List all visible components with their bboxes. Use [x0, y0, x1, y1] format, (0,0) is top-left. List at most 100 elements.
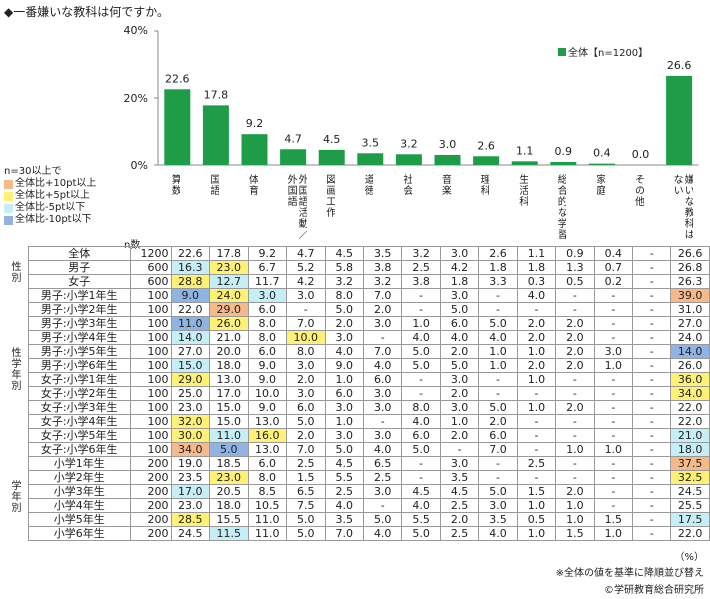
value-cell: 1.0 [516, 372, 557, 387]
bar [202, 105, 229, 165]
value-cell: 2.0 [439, 344, 480, 359]
value-cell: 13.0 [209, 372, 249, 387]
value-cell: 23.0 [170, 400, 211, 415]
value-cell: 7.0 [362, 344, 403, 359]
value-cell: - [401, 288, 441, 303]
legend-label: 全体比-10pt以下 [15, 214, 92, 225]
value-cell: 23.5 [170, 470, 211, 485]
row-label: 男子:小学1年生 [27, 288, 131, 303]
value-cell: 17.5 [670, 512, 710, 527]
value-cell: 37.5 [670, 456, 710, 471]
value-cell: - [632, 456, 672, 471]
value-cell: - [632, 414, 672, 429]
column-header: 嫌いな教科はない [671, 174, 694, 240]
value-cell: 27.0 [670, 316, 710, 331]
group-label: 学年別 [9, 480, 20, 514]
value-cell: 8.0 [247, 316, 288, 331]
column-header: 生活科 [516, 174, 528, 207]
value-cell: 4.2 [439, 260, 480, 275]
row-label: 女子:小学4年生 [27, 414, 131, 429]
value-cell: 6.0 [247, 344, 288, 359]
value-cell: - [632, 526, 672, 541]
value-cell: 3.0 [478, 498, 518, 513]
y-tick-0: 0% [130, 159, 148, 172]
value-cell: 1.8 [516, 260, 557, 275]
value-cell: 34.0 [670, 386, 710, 401]
group-cell [2, 331, 28, 345]
bar [241, 134, 268, 165]
column-header: 社会 [400, 174, 412, 196]
bar [434, 154, 461, 165]
table-row: 全体 1200 22.6 17.8 9.2 4.7 4.5 3.5 3.2 3.0 2.6 1.1 0.… [2, 246, 710, 261]
value-cell: 7.0 [362, 288, 403, 303]
value-cell: 15.5 [209, 512, 249, 527]
value-cell: 1.5 [555, 526, 595, 541]
value-cell: 4.0 [324, 344, 364, 359]
value-cell: 12.7 [209, 274, 249, 289]
value-cell: 4.5 [401, 484, 441, 499]
value-cell: - [593, 414, 634, 429]
value-cell: 21.0 [670, 428, 710, 443]
value-cell: 1.8 [439, 274, 480, 289]
group-label: 性学年別 [9, 346, 20, 391]
value-cell: 4.0 [478, 526, 518, 541]
legend-note: n=30以上で [4, 166, 62, 177]
value-cell: 4.0 [439, 330, 480, 345]
value-cell: - [555, 302, 595, 317]
value-cell: 1.3 [555, 260, 595, 275]
column-header: その他 [632, 174, 644, 207]
value-cell: 5.0 [286, 414, 326, 429]
value-cell: - [593, 456, 634, 471]
value-cell: 5.5 [324, 470, 364, 485]
y-tick-20: 20% [123, 92, 148, 105]
value-cell: - [401, 302, 441, 317]
value-cell: - [632, 274, 672, 289]
value-cell: 6.5 [286, 484, 326, 499]
value-cell: 5.0 [478, 316, 518, 331]
n-cell: 600 [129, 274, 172, 289]
n-cell: 100 [129, 316, 172, 331]
row-label: 男子:小学6年生 [27, 358, 131, 373]
value-cell: 24.0 [209, 288, 249, 303]
row-label: 小学3年生 [27, 484, 131, 499]
value-cell: 3.0 [439, 400, 480, 415]
value-cell: 24.0 [670, 330, 710, 345]
value-cell: 2.0 [555, 344, 595, 359]
value-cell: 1.0 [555, 512, 595, 527]
column-header: 国語 [207, 174, 219, 196]
row-label: 女子:小学2年生 [27, 386, 131, 401]
n-cell: 100 [129, 344, 172, 359]
value-cell: 6.0 [478, 428, 518, 443]
value-cell: 5.0 [401, 442, 441, 457]
value-cell: 3.0 [286, 358, 326, 373]
value-cell: 18.0 [209, 358, 249, 373]
group-cell [2, 317, 28, 331]
value-cell: 6.0 [362, 372, 403, 387]
value-cell: 6.0 [247, 456, 288, 471]
value-cell: 2.0 [555, 330, 595, 345]
value-cell: 6.0 [439, 316, 480, 331]
value-cell: 3.0 [247, 288, 288, 303]
table-row: 女子:小学4年生 100 32.0 15.0 13.0 5.0 1.0-4.0 1.0 2.0-… [2, 414, 710, 429]
value-cell: - [478, 372, 518, 387]
value-cell: - [555, 288, 595, 303]
value-cell: 17.0 [170, 484, 211, 499]
value-cell: 10.5 [247, 498, 288, 513]
value-cell: 9.0 [170, 288, 211, 303]
value-cell: - [516, 414, 557, 429]
value-cell: 20.5 [209, 484, 249, 499]
page-title: ◆一番嫌いな教科は何ですか。 [4, 5, 169, 19]
value-cell: 8.0 [247, 470, 288, 485]
column-header: 理科 [478, 174, 490, 196]
y-tick-40: 40% [123, 24, 148, 37]
value-cell: 11.0 [170, 316, 211, 331]
value-cell: 3.0 [324, 428, 364, 443]
legend-item: 全体比+10pt以上 [4, 178, 150, 190]
value-cell: 2.0 [286, 428, 326, 443]
legend-item: 全体比-10pt以下 [4, 214, 150, 226]
value-cell: 6.0 [286, 400, 326, 415]
value-cell: 2.0 [439, 512, 480, 527]
value-cell: 3.5 [439, 470, 480, 485]
value-cell: - [362, 414, 403, 429]
value-cell: 1.0 [324, 414, 364, 429]
